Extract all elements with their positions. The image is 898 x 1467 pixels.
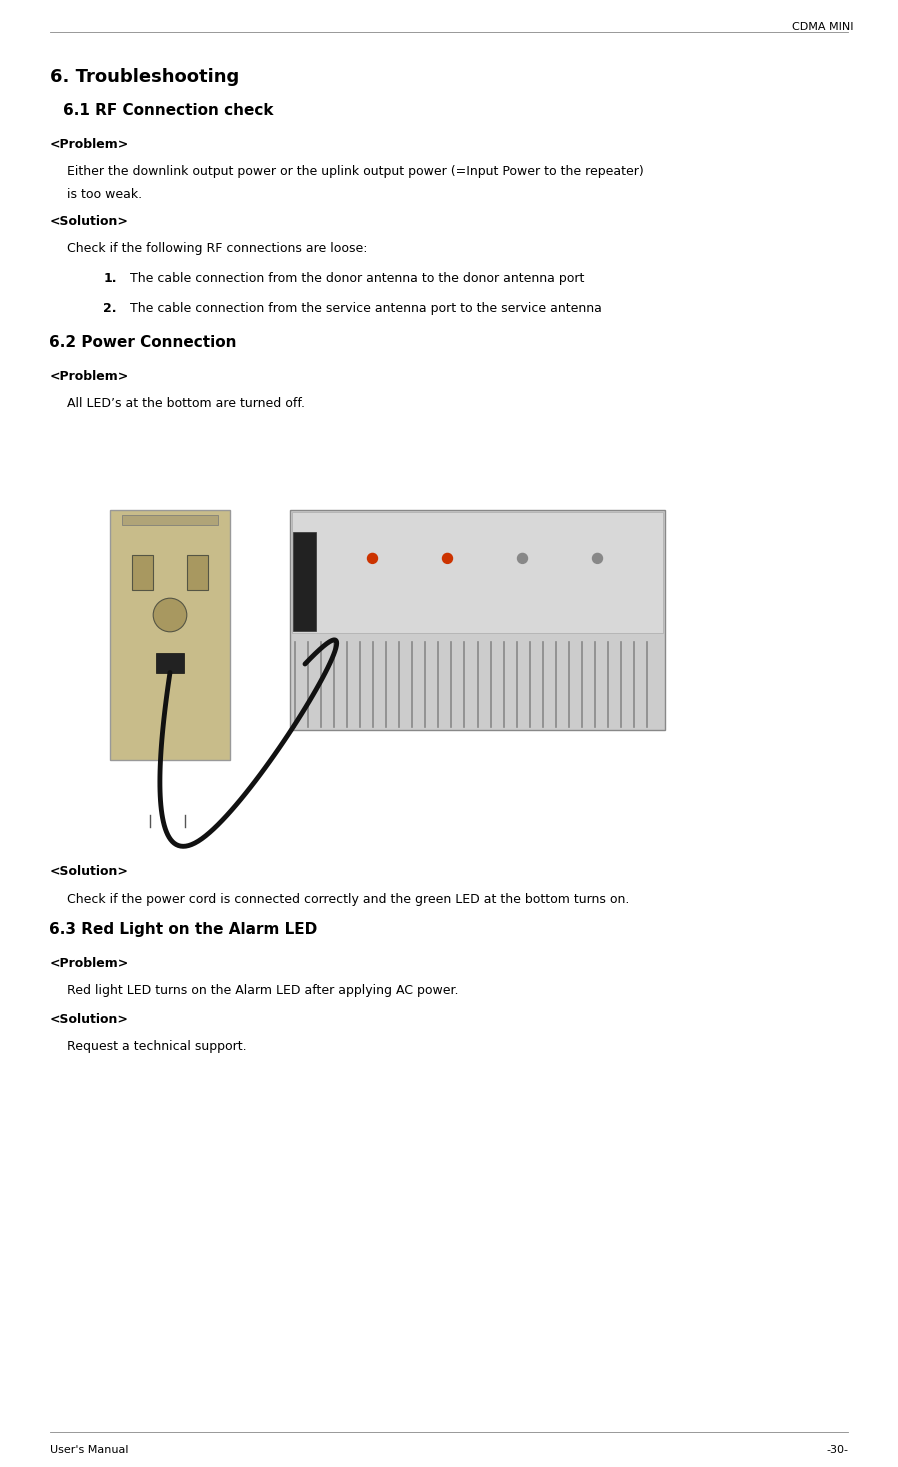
Bar — [290, 511, 665, 731]
Text: 2.: 2. — [103, 302, 117, 315]
Text: is too weak.: is too weak. — [67, 188, 143, 201]
Circle shape — [443, 553, 453, 563]
Bar — [187, 555, 208, 590]
Text: <Solution>: <Solution> — [49, 1014, 128, 1025]
Text: All LED’s at the bottom are turned off.: All LED’s at the bottom are turned off. — [67, 398, 305, 409]
Text: <Problem>: <Problem> — [49, 138, 128, 151]
Text: <Problem>: <Problem> — [49, 956, 128, 970]
Bar — [122, 515, 218, 525]
Text: 6.1 RF Connection check: 6.1 RF Connection check — [63, 103, 273, 117]
Text: The cable connection from the donor antenna to the donor antenna port: The cable connection from the donor ante… — [130, 271, 585, 285]
Text: Request a technical support.: Request a technical support. — [67, 1040, 247, 1053]
Bar — [292, 512, 663, 632]
Circle shape — [593, 553, 603, 563]
Circle shape — [367, 553, 377, 563]
Text: Check if the power cord is connected correctly and the green LED at the bottom t: Check if the power cord is connected cor… — [67, 893, 629, 907]
Text: The cable connection from the service antenna port to the service antenna: The cable connection from the service an… — [130, 302, 602, 315]
Text: <Solution>: <Solution> — [49, 866, 128, 879]
Text: CDMA MINI: CDMA MINI — [791, 22, 853, 32]
Text: 6.3 Red Light on the Alarm LED: 6.3 Red Light on the Alarm LED — [49, 921, 318, 937]
Bar — [155, 653, 184, 672]
Text: Red light LED turns on the Alarm LED after applying AC power.: Red light LED turns on the Alarm LED aft… — [67, 984, 459, 998]
Bar — [110, 511, 230, 760]
Text: 6.2 Power Connection: 6.2 Power Connection — [49, 334, 237, 351]
Circle shape — [517, 553, 527, 563]
Bar — [132, 555, 154, 590]
Text: <Problem>: <Problem> — [49, 370, 128, 383]
Text: <Solution>: <Solution> — [49, 216, 128, 227]
Text: Either the downlink output power or the uplink output power (=Input Power to the: Either the downlink output power or the … — [67, 164, 644, 178]
Text: 1.: 1. — [103, 271, 117, 285]
Circle shape — [154, 599, 187, 632]
Text: Check if the following RF connections are loose:: Check if the following RF connections ar… — [67, 242, 368, 255]
Text: -30-: -30- — [826, 1445, 848, 1455]
Text: User's Manual: User's Manual — [50, 1445, 128, 1455]
Text: 6. Troubleshooting: 6. Troubleshooting — [50, 67, 239, 87]
Bar — [293, 533, 315, 631]
